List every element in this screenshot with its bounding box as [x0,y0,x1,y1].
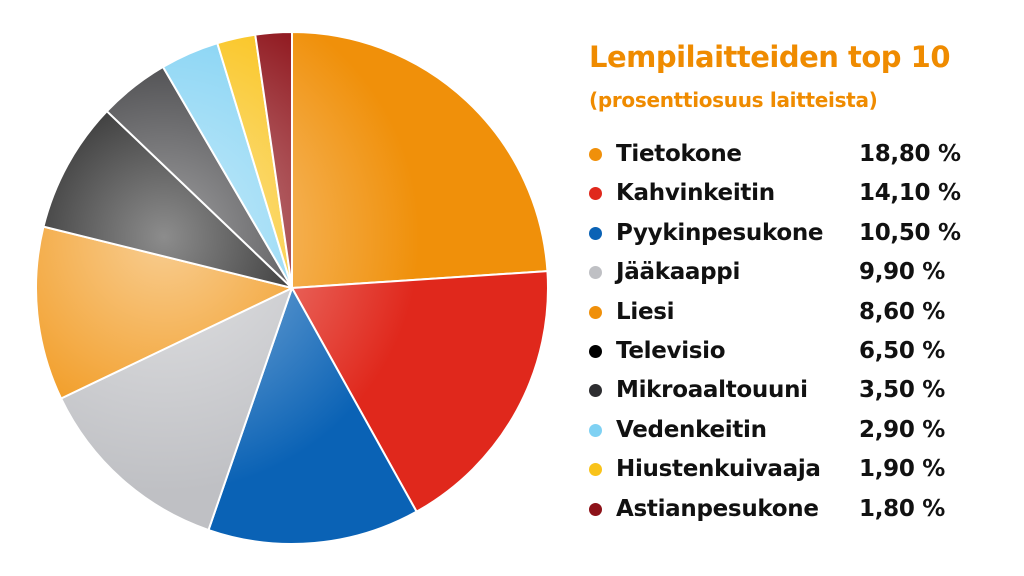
legend-item: Tietokone 18,80 % [589,140,1009,179]
legend-label: Kahvinkeitin [616,180,775,207]
legend-marker [589,148,602,161]
legend-item: Vedenkeitin 2,90 % [589,416,1009,455]
legend-label: Jääkaappi [616,259,741,286]
legend-marker [589,502,602,516]
legend-label: Mikroaaltouuni [616,377,808,404]
legend-item: Televisio 6,50 % [589,337,1009,376]
pie-highlight [36,32,548,544]
legend-marker [589,187,602,201]
legend-marker [589,344,602,358]
legend-value: 14,10 % [859,180,961,207]
legend-value: 1,90 % [859,456,945,483]
legend-label: Hiustenkuivaaja [616,456,821,483]
legend-marker [589,463,602,477]
legend-value: 2,90 % [859,416,945,443]
legend-item: Pyykinpesukone 10,50 % [589,219,1009,258]
legend-value: 6,50 % [859,337,945,364]
legend-item: Liesi 8,60 % [589,298,1009,337]
legend-item: Mikroaaltouuni 3,50 % [589,376,1009,415]
legend-marker [589,226,602,240]
legend-item: Kahvinkeitin 14,10 % [589,179,1009,218]
legend-value: 1,80 % [859,495,945,522]
legend-marker [589,266,602,280]
legend-marker [589,384,602,398]
legend-label: Liesi [616,298,675,325]
legend-label: Tietokone [616,141,742,167]
legend-item: Jääkaappi 9,90 % [589,258,1009,297]
legend-item: Astianpesukone 1,80 % [589,495,1009,534]
legend-marker [589,423,602,437]
legend-label: Televisio [616,337,726,364]
legend-label: Vedenkeitin [616,416,767,443]
legend-value: 10,50 % [859,219,961,246]
chart-subtitle: (prosenttiosuus laitteista) [589,88,878,112]
pie-chart [35,30,549,545]
legend-item: Hiustenkuivaaja 1,90 % [589,455,1009,494]
legend-label: Astianpesukone [616,495,819,522]
legend: Tietokone 18,80 % Kahvinkeitin 14,10 % Pyy… [589,140,1009,534]
legend-label: Pyykinpesukone [616,219,824,246]
legend-value: 8,60 % [859,298,945,325]
legend-value: 18,80 % [859,141,961,167]
legend-value: 9,90 % [859,259,945,286]
chart-title: Lempilaitteiden top 10 [589,40,951,74]
legend-marker [589,305,602,319]
legend-value: 3,50 % [859,377,945,404]
